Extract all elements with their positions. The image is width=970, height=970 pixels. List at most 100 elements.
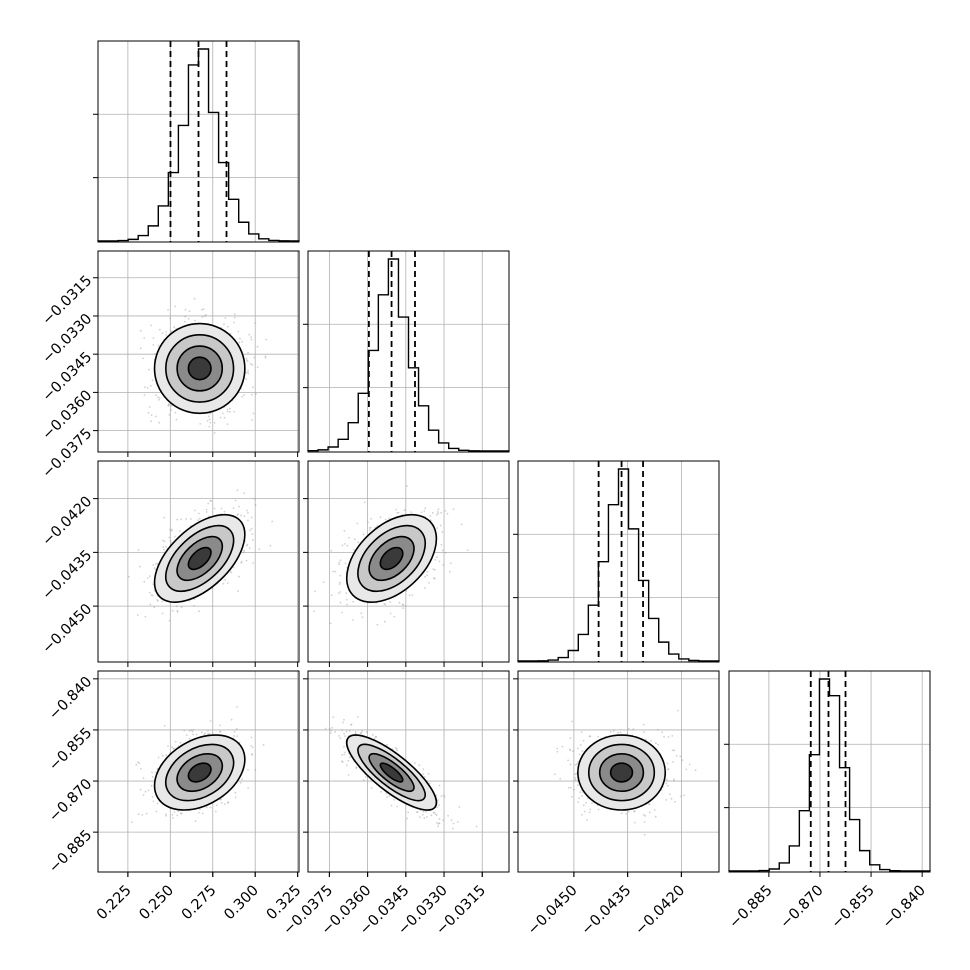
scatter-point — [214, 810, 217, 813]
scatter-point — [207, 733, 210, 735]
scatter-point — [158, 397, 161, 399]
scatter-point — [673, 749, 676, 752]
scatter-point — [147, 411, 150, 414]
scatter-point — [582, 739, 585, 742]
density-panel-2-0 — [93, 460, 300, 667]
scatter-point — [249, 363, 252, 365]
scatter-point — [322, 581, 325, 584]
hist-panel-1 — [303, 250, 510, 453]
scatter-point — [251, 419, 254, 421]
scatter-point — [574, 776, 577, 779]
scatter-point — [363, 501, 366, 504]
scatter-point — [171, 528, 173, 531]
scatter-point — [170, 409, 173, 411]
scatter-point — [195, 733, 198, 736]
scatter-point — [250, 338, 253, 341]
scatter-point — [627, 727, 630, 730]
scatter-point — [337, 592, 340, 595]
scatter-point — [666, 768, 669, 771]
scatter-point — [424, 507, 427, 510]
scatter-point — [688, 763, 691, 766]
scatter-point — [203, 315, 206, 317]
scatter-point — [642, 814, 645, 816]
scatter-point — [339, 591, 342, 593]
scatter-point — [364, 776, 367, 778]
scatter-point — [633, 821, 636, 824]
scatter-point — [362, 779, 365, 782]
scatter-point — [149, 603, 152, 606]
scatter-point — [202, 308, 205, 310]
y-tick-label: −0.0450 — [40, 601, 96, 657]
scatter-point — [226, 408, 229, 411]
scatter-point — [329, 622, 332, 625]
scatter-point — [265, 338, 267, 341]
scatter-point — [131, 821, 133, 823]
scatter-point — [390, 804, 393, 807]
scatter-point — [388, 517, 391, 520]
scatter-point — [185, 518, 188, 520]
scatter-point — [141, 814, 144, 816]
scatter-point — [173, 811, 176, 813]
scatter-point — [577, 747, 579, 750]
scatter-point — [247, 787, 250, 789]
scatter-point — [437, 825, 439, 828]
hist-panel-0 — [93, 40, 300, 243]
scatter-point — [449, 570, 451, 573]
scatter-point — [343, 745, 345, 748]
scatter-point — [437, 512, 440, 515]
scatter-point — [345, 764, 348, 767]
scatter-point — [152, 344, 155, 346]
scatter-point — [169, 528, 171, 531]
scatter-point — [193, 297, 196, 300]
scatter-point — [194, 820, 197, 822]
scatter-point — [238, 505, 240, 508]
scatter-point — [233, 316, 236, 319]
scatter-point — [671, 735, 674, 737]
scatter-point — [456, 821, 459, 823]
scatter-point — [222, 582, 225, 585]
contour-line — [577, 734, 667, 811]
scatter-point — [161, 332, 164, 334]
scatter-point — [656, 728, 659, 731]
scatter-point — [144, 790, 147, 793]
scatter-point — [226, 410, 229, 413]
scatter-point — [347, 774, 350, 776]
density-panel-3-1 — [303, 670, 510, 877]
scatter-point — [151, 771, 153, 774]
scatter-point — [254, 322, 257, 324]
scatter-point — [581, 813, 583, 816]
scatter-point — [314, 590, 316, 593]
scatter-point — [171, 609, 174, 612]
scatter-point — [334, 730, 337, 733]
scatter-point — [655, 742, 657, 745]
scatter-point — [250, 736, 253, 739]
scatter-point — [574, 778, 577, 781]
scatter-point — [229, 332, 232, 335]
scatter-point — [380, 790, 382, 793]
scatter-point — [168, 619, 171, 622]
scatter-point — [396, 512, 399, 514]
scatter-point — [424, 587, 426, 589]
scatter-point — [438, 822, 441, 825]
scatter-point — [422, 768, 425, 771]
scatter-point — [420, 511, 423, 514]
scatter-point — [449, 562, 452, 565]
scatter-point — [154, 353, 156, 355]
scatter-point — [226, 325, 229, 328]
scatter-point — [362, 533, 365, 536]
scatter-point — [172, 747, 175, 750]
scatter-point — [436, 513, 438, 516]
scatter-point — [440, 795, 443, 798]
contour-line — [176, 752, 224, 793]
scatter-point — [248, 333, 251, 336]
scatter-point — [643, 821, 646, 823]
scatter-point — [406, 817, 408, 820]
scatter-point — [683, 794, 685, 797]
scatter-point — [240, 561, 243, 564]
scatter-point — [332, 570, 335, 573]
scatter-point — [159, 328, 161, 331]
contour-line — [187, 762, 212, 783]
scatter-point — [256, 366, 259, 369]
scatter-point — [435, 814, 438, 816]
scatter-point — [625, 813, 628, 815]
